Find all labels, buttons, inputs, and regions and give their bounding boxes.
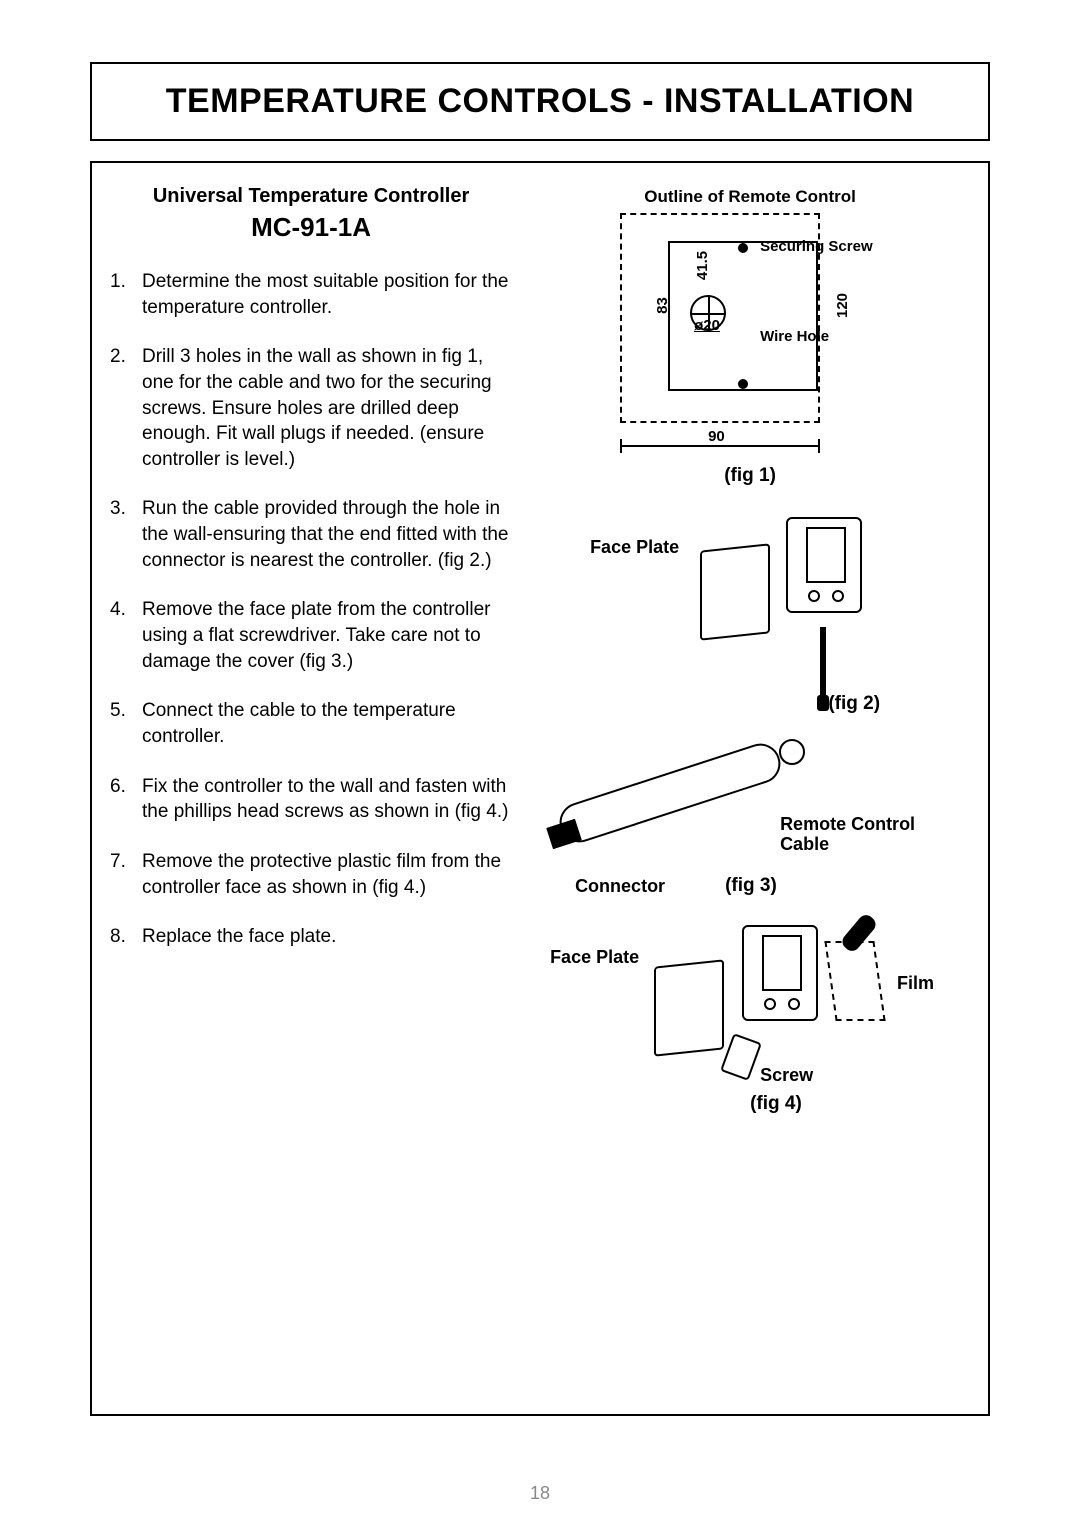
fig1-h83: 83 xyxy=(654,297,671,314)
fig2-button xyxy=(808,590,820,602)
fig3-cable xyxy=(555,738,786,847)
instructions-column: Universal Temperature Controller MC-91-1… xyxy=(110,185,516,1147)
page-title: TEMPERATURE CONTROLS - INSTALLATION xyxy=(102,82,978,121)
fig1-securing-label: Securing Screw xyxy=(760,239,873,255)
fig4-controller-screen xyxy=(762,935,802,991)
fig1-screw-bottom xyxy=(738,379,748,389)
figures-column: Outline of Remote Control Securing Screw… xyxy=(530,185,970,1147)
fig3-remote-label: Remote Control Cable xyxy=(780,815,915,855)
fig2-controller-screen xyxy=(806,527,846,583)
fig3-connector xyxy=(546,819,581,849)
fig1-securing-screw-text: Securing Screw xyxy=(760,238,873,255)
fig4-faceplate-label: Face Plate xyxy=(550,947,639,968)
fig2-button xyxy=(832,590,844,602)
fig4-film xyxy=(824,941,885,1021)
page-title-box: TEMPERATURE CONTROLS - INSTALLATION xyxy=(90,62,990,141)
fig1-caption: (fig 1) xyxy=(724,465,776,487)
fig2-faceplate-label: Face Plate xyxy=(590,537,679,558)
fig4-face-plate xyxy=(654,959,724,1056)
fig1-h120: 120 xyxy=(834,293,851,318)
fig2-face-plate xyxy=(700,543,770,640)
fig4-screw-label: Screw xyxy=(760,1065,813,1086)
model-number: MC-91-1A xyxy=(110,212,512,243)
fig2-screwdriver xyxy=(820,627,826,697)
step-item: Drill 3 holes in the wall as shown in fi… xyxy=(110,344,512,472)
sub-heading: Universal Temperature Controller xyxy=(110,185,512,208)
fig1-tick-r xyxy=(818,439,820,453)
figure-2: Face Plate (fig 2) xyxy=(590,497,910,727)
fig4-button xyxy=(764,998,776,1010)
fig4-caption: (fig 4) xyxy=(750,1093,802,1115)
fig3-remote-l2: Cable xyxy=(780,835,915,855)
figure-3: Remote Control Cable Connector (fig 3) xyxy=(545,733,955,903)
fig1-tick-l xyxy=(620,439,622,453)
fig1-wire-hole-text: Wire Hole xyxy=(760,328,829,345)
fig4-controller-body xyxy=(742,925,818,1021)
step-item: Connect the cable to the temperature con… xyxy=(110,698,512,749)
fig3-connector-label: Connector xyxy=(575,876,665,897)
step-item: Remove the face plate from the controlle… xyxy=(110,597,512,674)
step-item: Remove the protective plastic film from … xyxy=(110,849,512,900)
figure-4: Face Plate Film Screw (fig 4) xyxy=(550,907,950,1147)
fig1-w90: 90 xyxy=(708,428,725,445)
figure-1: Outline of Remote Control Securing Screw… xyxy=(590,187,910,487)
fig4-button xyxy=(788,998,800,1010)
fig3-remote-l1: Remote Control xyxy=(780,815,915,835)
fig1-screw-top xyxy=(738,243,748,253)
fig2-caption: (fig 2) xyxy=(828,693,880,715)
step-item: Fix the controller to the wall and faste… xyxy=(110,774,512,825)
steps-list: Determine the most suitable position for… xyxy=(110,269,512,950)
fig1-dim90-line xyxy=(620,445,820,447)
step-item: Replace the face plate. xyxy=(110,924,512,950)
fig3-caption: (fig 3) xyxy=(725,875,777,897)
fig3-cable-loop xyxy=(779,739,805,765)
fig4-film-label: Film xyxy=(897,973,934,994)
fig1-h41: 41.5 xyxy=(694,251,711,280)
page-number: 18 xyxy=(530,1483,550,1504)
fig1-title: Outline of Remote Control xyxy=(644,187,856,207)
fig2-controller-body xyxy=(786,517,862,613)
content-box: Universal Temperature Controller MC-91-1… xyxy=(90,161,990,1416)
step-item: Determine the most suitable position for… xyxy=(110,269,512,320)
fig1-wirehole-label: Wire Hole xyxy=(760,329,829,345)
fig1-dia: ø20 xyxy=(694,317,720,334)
fig4-screw-shape xyxy=(720,1033,762,1081)
step-item: Run the cable provided through the hole … xyxy=(110,496,512,573)
